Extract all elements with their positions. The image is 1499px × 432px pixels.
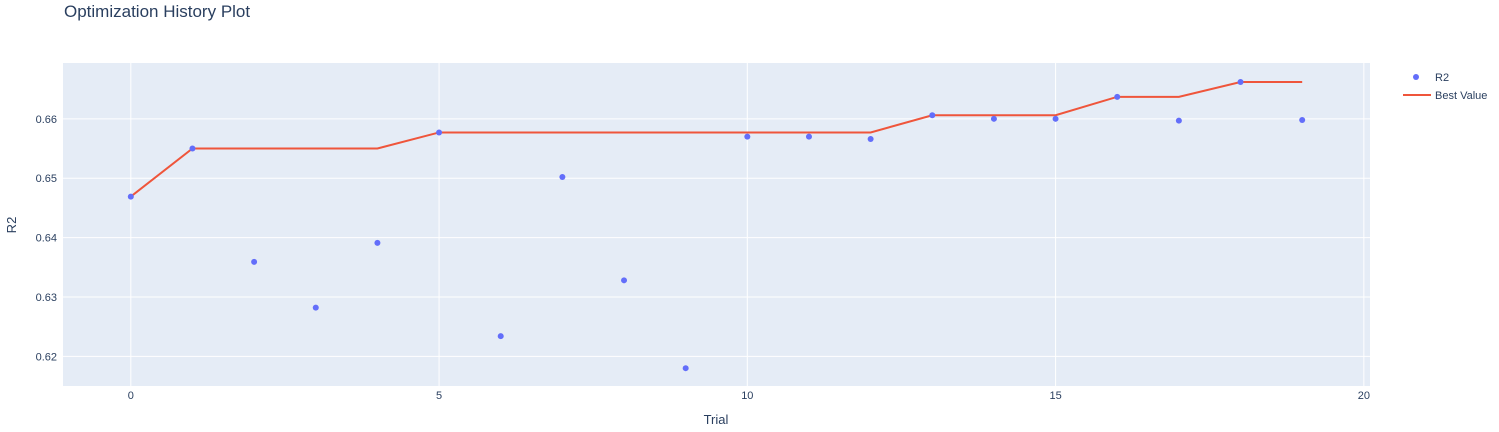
r2-point[interactable] (127, 193, 134, 200)
y-tick-label: 0.64 (36, 233, 57, 245)
r2-point[interactable] (497, 333, 504, 340)
r2-point[interactable] (1237, 79, 1244, 85)
r2-point[interactable] (374, 239, 381, 246)
y-tick-label: 0.66 (36, 114, 57, 126)
r2-point[interactable] (1175, 117, 1182, 124)
legend-r2-marker (1413, 74, 1419, 80)
y-tick-label: 0.65 (36, 173, 57, 185)
r2-point[interactable] (436, 129, 443, 136)
r2-point[interactable] (251, 258, 258, 265)
r2-point[interactable] (990, 115, 997, 122)
r2-point[interactable] (189, 145, 196, 152)
y-axis-title: R2 (4, 217, 19, 234)
r2-point[interactable] (805, 133, 812, 140)
legend-r2-label: R2 (1435, 72, 1449, 84)
plot-area (63, 63, 1370, 386)
x-tick-label: 15 (1049, 390, 1061, 402)
r2-point[interactable] (621, 277, 628, 284)
best-value-line-layer (130, 81, 1303, 198)
legend: R2 Best Value (1403, 72, 1487, 102)
r2-points-layer (127, 79, 1306, 372)
legend-item-r2[interactable]: R2 (1413, 72, 1449, 84)
r2-point[interactable] (559, 174, 566, 180)
r2-point[interactable] (1114, 93, 1121, 100)
x-tick-labels: 0 5 10 15 20 (128, 390, 1370, 402)
r2-point[interactable] (312, 304, 319, 311)
x-tick-label: 5 (436, 390, 442, 402)
y-tick-label: 0.63 (36, 292, 57, 304)
x-tick-label: 20 (1358, 390, 1370, 402)
y-tick-labels: 0.62 0.63 0.64 0.65 0.66 (36, 114, 57, 364)
y-tick-label: 0.62 (36, 351, 57, 363)
r2-point[interactable] (1052, 115, 1059, 122)
best-value-line (130, 81, 1303, 198)
grid-lines (63, 63, 1370, 386)
x-tick-label: 10 (741, 390, 753, 402)
r2-point[interactable] (1299, 117, 1306, 123)
chart-title: Optimization History Plot (64, 2, 250, 21)
legend-best-value-label: Best Value (1435, 90, 1487, 102)
r2-point[interactable] (867, 136, 874, 142)
legend-item-best-value[interactable]: Best Value (1403, 90, 1487, 102)
r2-point[interactable] (682, 365, 689, 372)
r2-point[interactable] (744, 133, 751, 140)
x-axis-title: Trial (704, 412, 729, 427)
r2-point[interactable] (929, 112, 936, 119)
x-tick-label: 0 (128, 390, 134, 402)
